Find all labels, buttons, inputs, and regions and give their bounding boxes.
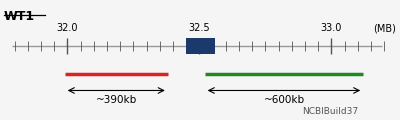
Text: 32.5: 32.5 xyxy=(189,23,210,33)
Text: ~600kb: ~600kb xyxy=(263,95,304,105)
Text: ~390kb: ~390kb xyxy=(96,95,137,105)
Text: WT1: WT1 xyxy=(4,10,35,23)
Text: 33.0: 33.0 xyxy=(321,23,342,33)
Text: 32.0: 32.0 xyxy=(57,23,78,33)
Text: NCBIBuild37: NCBIBuild37 xyxy=(302,107,358,116)
Bar xyxy=(186,38,215,54)
Text: (MB): (MB) xyxy=(373,23,396,33)
